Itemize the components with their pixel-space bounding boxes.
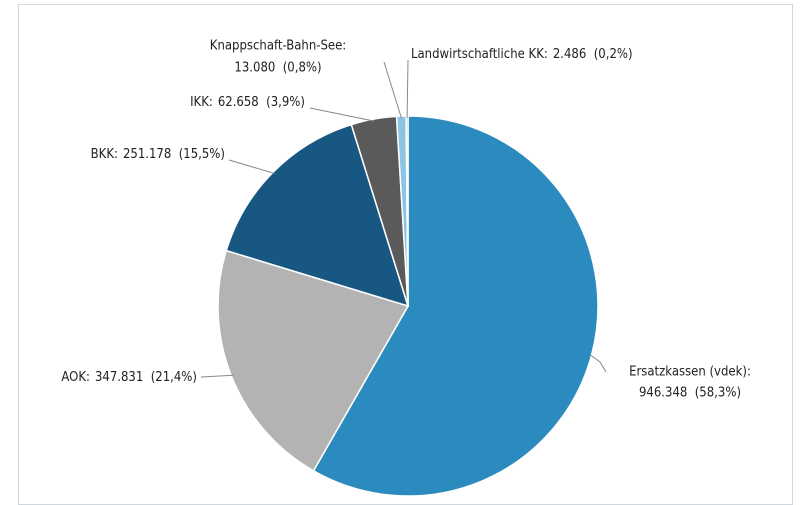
slice-label-group: AOK: 347.831 (21,4%) (61, 370, 197, 385)
slice-label: IKK: (190, 95, 213, 110)
slice-label-group: Landwirtschaftliche KK: 2.486 (0,2%) (411, 47, 633, 62)
slice-label: Knappschaft-Bahn-See: (210, 39, 346, 54)
slice-label-group: BKK: 251.178 (15,5%) (91, 147, 225, 162)
slice-label: Ersatzkassen (vdek): (629, 365, 751, 380)
leader-line (383, 61, 402, 119)
leader-line (406, 59, 409, 119)
slice-value-label: 13.080 (0,8%) (234, 61, 321, 76)
leader-line (200, 374, 234, 378)
slice-label: Landwirtschaftliche KK: (411, 47, 548, 62)
slice-value-label: 946.348 (58,3%) (639, 386, 741, 401)
slice-value-label: 2.486 (0,2%) (553, 47, 633, 62)
pie-slice (225, 123, 410, 308)
leader-line (589, 353, 607, 373)
slice-value-label: 347.831 (21,4%) (95, 370, 197, 385)
pie-slice (217, 249, 410, 472)
slice-label: BKK: (91, 147, 118, 162)
pie-slice (312, 115, 599, 497)
leader-line (309, 107, 375, 122)
leader-line (228, 159, 275, 174)
slice-value-label: 62.658 (3,9%) (218, 95, 305, 110)
slice-label: AOK: (61, 370, 90, 385)
slice-label-group: IKK: 62.658 (3,9%) (190, 95, 305, 110)
slice-value-label: 251.178 (15,5%) (123, 147, 225, 162)
